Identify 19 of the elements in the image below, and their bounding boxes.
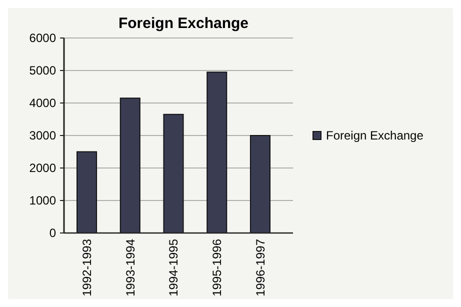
y-tick-label: 1000 [29,194,56,208]
legend-label: Foreign Exchange [326,128,424,143]
bar [76,151,98,234]
y-tick-label: 6000 [29,31,56,46]
bar [250,135,270,234]
y-tick-label: 4000 [29,96,56,110]
y-tick-label: 2000 [29,161,56,176]
bar [120,98,140,234]
x-tick-label: 1993-1994 [123,238,138,296]
bar [163,114,184,234]
x-tick-label: 1992-1993 [80,238,94,296]
y-tick-label: 0 [49,226,56,240]
x-tick-label: 1994-1995 [166,238,181,296]
x-tick-label: 1995-1996 [210,238,224,296]
x-tick-label: 1996-1997 [253,238,268,296]
y-tick-label: 5000 [29,64,56,78]
y-tick-label: 3000 [29,128,56,143]
chart-title: Foreign Exchange [118,15,249,32]
bar [206,72,228,234]
